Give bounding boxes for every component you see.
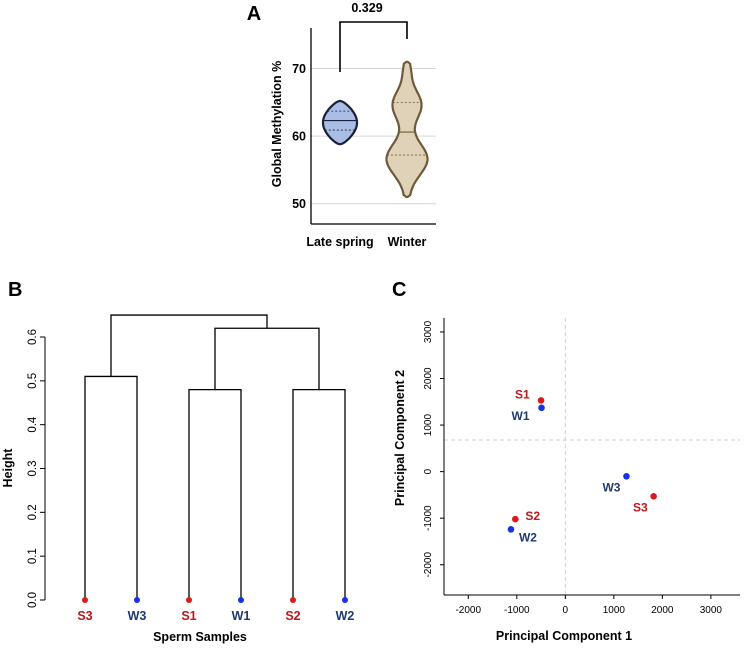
dendrogram-leaf-label: S2 xyxy=(285,609,300,623)
dendrogram-y-tick-label: 0.2 xyxy=(27,504,39,520)
dendrogram-leaf-label: W1 xyxy=(232,609,251,623)
dendrogram-merge-inner xyxy=(214,327,320,390)
pca-point-label: S1 xyxy=(515,387,530,401)
pca-point-label: S2 xyxy=(525,509,540,523)
panel-label-c: C xyxy=(392,279,406,301)
dendrogram-y-ticks: 0.0 0.1 0.2 0.3 0.4 0.5 0.6 xyxy=(27,329,45,608)
dendrogram-leaf-point xyxy=(186,597,192,603)
dendrogram-y-tick-label: 0.1 xyxy=(27,548,39,564)
dendrogram-merge-root xyxy=(110,314,268,377)
pca-point-label: W2 xyxy=(519,530,537,544)
pca-x-ticks: -2000 -1000 0 1000 2000 3000 xyxy=(455,595,722,616)
violin-plot-panel: 50 60 70 Late spring Winter Global Methyla… xyxy=(270,1,436,249)
dendrogram-leaf-point xyxy=(134,597,140,603)
dendrogram-leaf-label: S3 xyxy=(77,609,92,623)
dendrogram-leaf-label: W3 xyxy=(128,609,147,623)
dendrogram-leaf-label: W2 xyxy=(336,609,355,623)
dendrogram-y-tick-label: 0.5 xyxy=(27,373,39,389)
pca-y-tick-label: 2000 xyxy=(423,367,434,390)
pca-point xyxy=(538,404,545,412)
dendrogram-branches xyxy=(84,314,346,600)
dendrogram-y-tick-label: 0.0 xyxy=(27,592,39,608)
pca-point xyxy=(512,515,519,523)
dendrogram-leaf-label: S1 xyxy=(181,609,196,623)
dendrogram-y-tick-label: 0.6 xyxy=(27,329,39,345)
pca-y-tick-label: 0 xyxy=(423,468,434,474)
violin-y-ticks: 50 60 70 xyxy=(292,62,306,211)
pca-x-tick-label: 2000 xyxy=(651,605,674,616)
pca-point-label: W3 xyxy=(602,480,620,494)
dendrogram-leaf-point xyxy=(342,597,348,603)
pca-x-tick-label: -1000 xyxy=(504,605,530,616)
dendrogram-x-axis-label: Sperm Samples xyxy=(153,630,247,644)
pca-reference-lines xyxy=(444,318,740,595)
violin-winter xyxy=(385,60,429,199)
pca-x-tick-label: -2000 xyxy=(455,605,481,616)
dendrogram-leaf-point xyxy=(238,597,244,603)
significance-p-value: 0.329 xyxy=(351,1,382,15)
significance-bracket xyxy=(339,21,408,72)
dendrogram-y-tick-label: 0.3 xyxy=(27,461,39,477)
violin-category-winter: Winter xyxy=(388,235,427,249)
dendrogram-leaves: S3 W3 S1 W1 S2 W2 xyxy=(77,597,354,623)
pca-y-tick-label: -1000 xyxy=(423,505,434,531)
violin-y-tick-label: 50 xyxy=(292,197,306,211)
dendrogram-y-axis-label: Height xyxy=(1,448,15,488)
dendrogram-merge-s3-w3 xyxy=(84,375,138,600)
dendrogram-merge-s2-w2 xyxy=(292,388,346,600)
pca-x-tick-label: 0 xyxy=(563,605,569,616)
dendrogram-leaf-point xyxy=(82,597,88,603)
dendrogram-panel: 0.0 0.1 0.2 0.3 0.4 0.5 0.6 S3 W3 S1 W1 S2 W2 Heigh… xyxy=(1,314,354,644)
panel-label-b: B xyxy=(8,279,22,301)
violin-y-axis-label: Global Methylation % xyxy=(270,61,284,187)
pca-points: S1 W1 S2 W2 W3 S3 xyxy=(507,387,657,544)
pca-y-tick-label: 1000 xyxy=(423,414,434,437)
pca-point-label: S3 xyxy=(633,500,648,514)
violin-category-late-spring: Late spring xyxy=(306,235,373,249)
violin-late-spring xyxy=(321,99,359,146)
panel-label-a: A xyxy=(247,3,261,25)
pca-x-tick-label: 3000 xyxy=(700,605,723,616)
pca-x-axis-label: Principal Component 1 xyxy=(496,629,632,643)
dendrogram-merge-s1-w1 xyxy=(188,388,242,600)
pca-y-tick-label: 3000 xyxy=(423,320,434,343)
violin-shapes xyxy=(321,60,429,199)
pca-y-tick-label: -2000 xyxy=(423,552,434,578)
dendrogram-y-tick-label: 0.4 xyxy=(27,416,39,433)
dendrogram-leaf-point xyxy=(290,597,296,603)
pca-y-ticks: -2000 -1000 0 1000 2000 3000 xyxy=(423,320,444,578)
violin-y-tick-label: 60 xyxy=(292,130,306,144)
pca-y-axis-label: Principal Component 2 xyxy=(393,370,407,506)
pca-x-tick-label: 1000 xyxy=(603,605,626,616)
pca-scatter-panel: -2000 -1000 0 1000 2000 3000 -2000 -1000 0 1000 2… xyxy=(393,318,740,643)
pca-point xyxy=(537,397,545,404)
pca-point xyxy=(650,493,657,500)
violin-y-tick-label: 70 xyxy=(292,62,306,76)
pca-point xyxy=(623,472,630,480)
pca-point xyxy=(507,526,515,533)
pca-point-label: W1 xyxy=(512,409,530,423)
